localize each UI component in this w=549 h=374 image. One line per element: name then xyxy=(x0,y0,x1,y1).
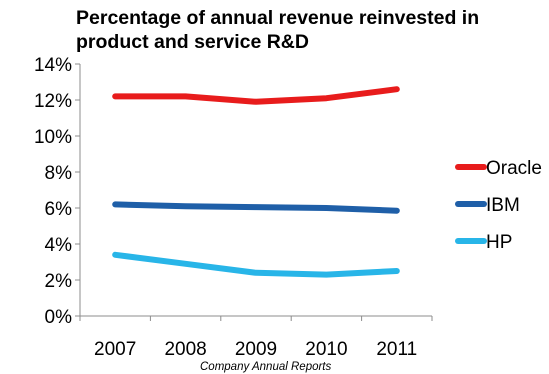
legend-label: Oracle xyxy=(486,158,542,179)
series-line-ibm xyxy=(112,201,400,214)
y-tick-label: 2% xyxy=(45,271,73,292)
x-tick-label: 2009 xyxy=(235,339,277,360)
source-note: Company Annual Reports xyxy=(200,361,332,373)
y-tick-label: 4% xyxy=(45,235,73,256)
legend-item-hp: HP xyxy=(455,232,512,253)
legend-item-ibm: IBM xyxy=(455,195,520,216)
legend-label: HP xyxy=(486,232,512,253)
y-tick-label: 12% xyxy=(34,91,72,112)
y-tick-label: 0% xyxy=(45,307,73,328)
y-tick-label: 6% xyxy=(45,199,73,220)
legend: Oracle IBM HP xyxy=(455,158,542,253)
series-line-hp xyxy=(112,251,400,278)
y-tick-label: 8% xyxy=(45,163,73,184)
y-tick-label: 10% xyxy=(34,127,72,148)
legend-item-oracle: Oracle xyxy=(455,158,542,179)
legend-label: IBM xyxy=(486,195,520,216)
series-lines xyxy=(112,86,400,278)
x-tick-label: 2010 xyxy=(305,339,347,360)
y-tick-label: 14% xyxy=(34,55,72,76)
axes: 0% 2% 4% 6% 8% 10% 12% 14% 2007 2008 2009 2010 2011 xyxy=(34,55,433,360)
series-line-oracle xyxy=(112,86,400,105)
chart-title: Percentage of annual revenue reinvested … xyxy=(76,7,480,53)
x-tick-label: 2007 xyxy=(94,339,136,360)
x-tick-label: 2011 xyxy=(376,339,417,360)
x-tick-label: 2008 xyxy=(164,339,206,360)
